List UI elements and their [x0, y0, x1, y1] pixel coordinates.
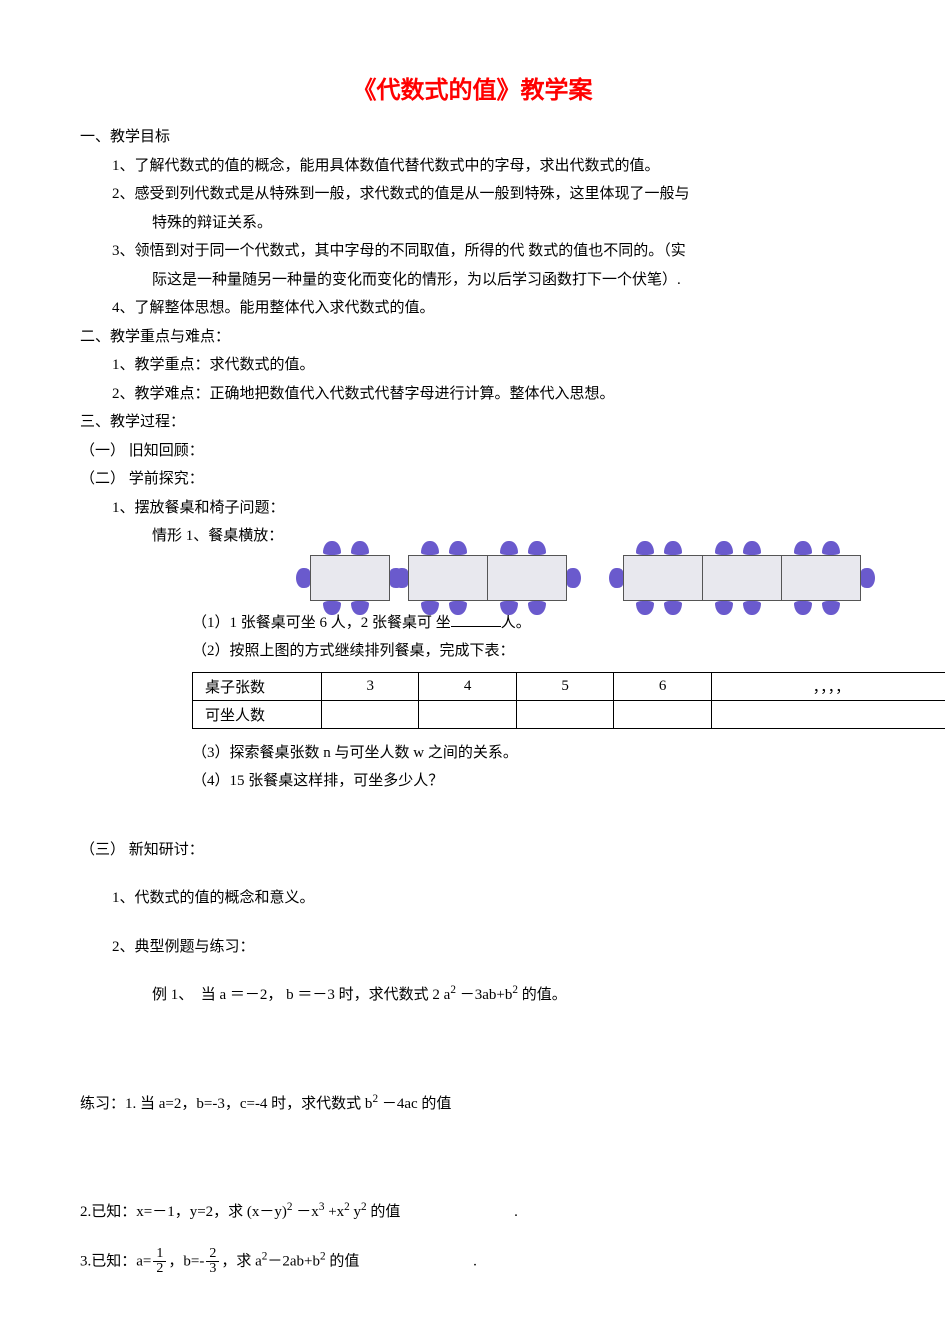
section-1-item-cont: 际这是一种量随另一种量的变化而变化的情形，为以后学习函数打下一个伏笔）.: [80, 266, 865, 295]
section-3-heading: 三、教学过程：: [80, 408, 865, 437]
table-cell-empty[interactable]: [614, 700, 711, 728]
section-3-sub-3-item: 2、典型例题与练习：: [80, 933, 865, 962]
section-2-item: 1、教学重点：求代数式的值。: [80, 351, 865, 380]
example-1: 例 1、 当 a ＝－2， b ＝－3 时，求代数式 2 a2 －3ab+b2 …: [80, 981, 865, 1010]
table-diagram-row: [310, 555, 865, 601]
section-3-sub-2: （二） 学前探究：: [80, 465, 865, 494]
chair-icon: [567, 568, 581, 588]
practice-3-tail: 的值: [326, 1253, 360, 1269]
example-label: 例 1、: [152, 987, 193, 1003]
table-row: 可坐人数: [193, 700, 945, 728]
table-cell-empty[interactable]: [711, 700, 945, 728]
practice-1-tail: －4ac 的值: [382, 1096, 452, 1112]
table-cell-empty[interactable]: [516, 700, 613, 728]
table-cell: ，，，，: [711, 672, 945, 700]
section-1-item: 2、感受到列代数式是从特殊到一般，求代数式的值是从一般到特殊，这里体现了一般与: [80, 180, 865, 209]
practice-2-mid2: +x: [328, 1204, 344, 1220]
table-set-2: [408, 555, 567, 601]
question-1-prefix: （1）1 张餐桌可坐 6 人，2 张餐桌可 坐: [192, 615, 451, 631]
practice-3-pre: 3.已知：a=: [80, 1253, 151, 1269]
table-icon: [310, 555, 390, 601]
superscript: 2: [372, 1093, 378, 1105]
table-icon: [781, 555, 861, 601]
practice-3: 3.已知：a=12，b=-23，求 a2－2ab+b2 的值 .: [80, 1247, 865, 1277]
practice-2-pre: 2.已知：x=－1，y=2，求 (x－y): [80, 1204, 287, 1220]
table-icon: [623, 555, 703, 601]
fraction-den: 2: [153, 1262, 166, 1277]
table-icon: [702, 555, 782, 601]
section-2-heading: 二、教学重点与难点：: [80, 323, 865, 352]
question-1-suffix: 人。: [501, 615, 531, 631]
table-cell-empty[interactable]: [419, 700, 516, 728]
practice-3-mid2: ，求 a: [221, 1253, 261, 1269]
practice-3-mid3: －2ab+b: [267, 1253, 320, 1269]
data-table: 桌子张数 3 4 5 6 ，，，， 可坐人数: [192, 672, 945, 729]
table-cell: 6: [614, 672, 711, 700]
table-icon: [487, 555, 567, 601]
example-body-tail: －3ab+b: [460, 987, 513, 1003]
practice-2-mid3: y: [354, 1204, 362, 1220]
table-icon: [408, 555, 488, 601]
chair-icon: [296, 568, 310, 588]
section-1-item: 1、了解代数式的值的概念，能用具体数值代替代数式中的字母，求出代数式的值。: [80, 152, 865, 181]
question-3: （3）探索餐桌张数 n 与可坐人数 w 之间的关系。: [80, 739, 865, 768]
section-1-item: 3、领悟到对于同一个代数式，其中字母的不同取值，所得的代 数式的值也不同的。（实: [80, 237, 865, 266]
question-2: （2）按照上图的方式继续排列餐桌，完成下表：: [80, 637, 865, 666]
practice-3-mid1: ，b=-: [168, 1253, 204, 1269]
practice-2: 2.已知：x=－1，y=2，求 (x－y)2 －x3 +x2 y2 的值 .: [80, 1198, 865, 1227]
section-3-sub-1: （一） 旧知回顾：: [80, 437, 865, 466]
fraction-num: 2: [206, 1247, 219, 1263]
superscript: 2: [361, 1201, 367, 1213]
table-cell: 3: [322, 672, 419, 700]
section-3-sub-3-item: 1、代数式的值的概念和意义。: [80, 884, 865, 913]
question-4: （4）15 张餐桌这样排，可坐多少人？: [80, 767, 865, 796]
section-1-item: 4、了解整体思想。能用整体代入求代数式的值。: [80, 294, 865, 323]
section-1-item-cont: 特殊的辩证关系。: [80, 209, 865, 238]
practice-2-tail: 的值: [370, 1204, 400, 1220]
practice-2-mid: －x: [296, 1204, 319, 1220]
chair-icon: [609, 568, 623, 588]
table-set-1: [310, 555, 390, 601]
chair-icon: [394, 568, 408, 588]
table-row-header: 桌子张数: [193, 672, 322, 700]
section-2-item: 2、教学难点：正确地把数值代入代数式代替字母进行计算。整体代入思想。: [80, 380, 865, 409]
superscript: 2: [287, 1201, 293, 1213]
fraction-den: 3: [206, 1262, 219, 1277]
practice-1: 练习：1. 当 a=2，b=-3，c=-4 时，求代数式 b2 －4ac 的值: [80, 1090, 865, 1119]
table-cell-empty[interactable]: [322, 700, 419, 728]
section-3-sub-2-item: 1、摆放餐桌和椅子问题：: [80, 494, 865, 523]
chair-icon: [861, 568, 875, 588]
document-page: 《代数式的值》教学案 一、教学目标 1、了解代数式的值的概念，能用具体数值代替代…: [0, 0, 945, 1337]
example-tail2: 的值。: [522, 987, 567, 1003]
table-cell: 4: [419, 672, 516, 700]
page-title: 《代数式的值》教学案: [80, 70, 865, 105]
practice-1-text: 练习：1. 当 a=2，b=-3，c=-4 时，求代数式 b: [80, 1096, 372, 1112]
fraction-num: 1: [153, 1247, 166, 1263]
superscript: 2: [450, 984, 456, 996]
table-row-header: 可坐人数: [193, 700, 322, 728]
fraction: 23: [206, 1247, 219, 1277]
example-body: 当 a ＝－2， b ＝－3 时，求代数式 2 a: [201, 987, 451, 1003]
table-row: 桌子张数 3 4 5 6 ，，，，: [193, 672, 945, 700]
table-cell: 5: [516, 672, 613, 700]
fraction: 12: [153, 1247, 166, 1277]
superscript: 2: [512, 984, 518, 996]
superscript: 3: [319, 1201, 325, 1213]
table-set-3: [623, 555, 861, 601]
section-3-sub-3: （三） 新知研讨：: [80, 836, 865, 865]
superscript: 2: [344, 1201, 350, 1213]
section-1-heading: 一、教学目标: [80, 123, 865, 152]
